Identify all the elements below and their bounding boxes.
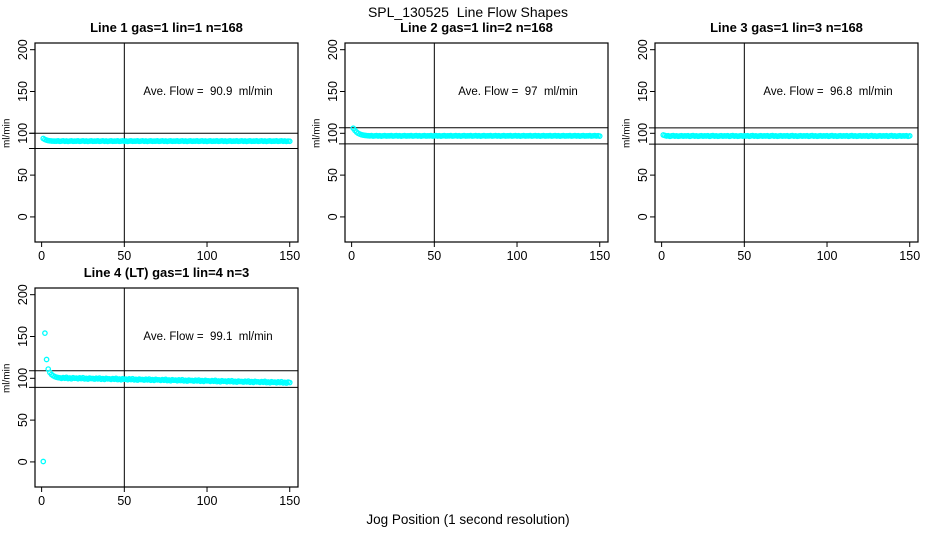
- y-tick-label: 150: [16, 326, 30, 347]
- x-tick-label: 100: [507, 249, 528, 263]
- y-axis-label: ml/min: [2, 119, 13, 148]
- panel-3: 0 50 100 150 0 50 100 150 200 ml/min: [622, 39, 921, 263]
- panel-2: 0 50 100 150 0 50 100 150 200 ml/min: [312, 39, 611, 263]
- x-tick-label: 100: [197, 249, 218, 263]
- data-point: [42, 330, 48, 337]
- y-axis-label: ml/min: [312, 119, 323, 148]
- y-tick-label: 150: [326, 81, 340, 102]
- scatter-points: [40, 135, 293, 145]
- y-tick-label: 200: [16, 284, 30, 305]
- y-tick-label: 50: [16, 168, 30, 182]
- panel4-title: Line 4 (LT) gas=1 lin=4 n=3: [83, 265, 250, 280]
- x-tick-label: 150: [899, 249, 920, 263]
- plot-frame: [34, 287, 299, 488]
- y-tick-label: 50: [16, 413, 30, 427]
- scatter-points: [40, 330, 293, 465]
- panel4-ave-flow-annotation: Ave. Flow = 99.1 ml/min: [143, 331, 273, 343]
- panel-4: 0 50 100 150 0 50 100 150 200 ml/min: [2, 284, 301, 508]
- y-tick-label: 0: [16, 458, 30, 465]
- y-tick-label: 200: [16, 39, 30, 60]
- panel2-ave-flow-annotation: Ave. Flow = 97 ml/min: [458, 86, 578, 98]
- panel-1: 0 50 100 150 0 50 100 150 200 ml/min: [2, 39, 301, 263]
- data-point: [40, 458, 47, 465]
- y-tick-label: 50: [326, 168, 340, 182]
- panel3-ave-flow-annotation: Ave. Flow = 96.8 ml/min: [763, 86, 893, 98]
- data-point: [906, 133, 913, 139]
- plot-frame: [34, 42, 299, 243]
- x-tick-label: 0: [38, 249, 45, 263]
- y-tick-label: 150: [636, 81, 650, 102]
- data-point: [286, 138, 293, 145]
- data-point: [286, 379, 293, 386]
- x-tick-label: 150: [279, 249, 300, 263]
- x-tick-label: 0: [38, 494, 45, 508]
- panel3-title: Line 3 gas=1 lin=3 n=168: [710, 20, 863, 35]
- y-tick-label: 100: [636, 123, 650, 144]
- y-tick-label: 200: [636, 39, 650, 60]
- x-tick-label: 50: [737, 249, 751, 263]
- x-tick-label: 100: [197, 494, 218, 508]
- plot-frame: [654, 42, 919, 243]
- figure-title: SPL_130525 Line Flow Shapes: [367, 4, 569, 20]
- y-tick-label: 100: [326, 123, 340, 144]
- x-tick-label: 150: [279, 494, 300, 508]
- panel1-ave-flow-annotation: Ave. Flow = 90.9 ml/min: [143, 86, 273, 98]
- scatter-points: [660, 132, 913, 140]
- y-tick-label: 100: [16, 123, 30, 144]
- x-tick-label: 100: [817, 249, 838, 263]
- y-axis-label: ml/min: [622, 119, 633, 148]
- y-tick-label: 0: [326, 213, 340, 220]
- scatter-points: [350, 125, 603, 139]
- data-point: [43, 356, 50, 363]
- panel1-title: Line 1 gas=1 lin=1 n=168: [90, 20, 243, 35]
- y-tick-label: 0: [636, 213, 650, 220]
- panel2-title: Line 2 gas=1 lin=2 n=168: [400, 20, 553, 35]
- y-tick-label: 50: [636, 168, 650, 182]
- y-axis-label: ml/min: [2, 364, 13, 393]
- y-tick-label: 0: [16, 213, 30, 220]
- x-tick-label: 50: [117, 494, 131, 508]
- x-tick-label: 50: [427, 249, 441, 263]
- data-point: [596, 133, 603, 139]
- x-tick-label: 0: [658, 249, 665, 263]
- y-tick-label: 200: [326, 39, 340, 60]
- x-tick-label: 150: [589, 249, 610, 263]
- y-tick-label: 100: [16, 368, 30, 389]
- x-tick-label: 0: [348, 249, 355, 263]
- figure-x-axis-label: Jog Position (1 second resolution): [366, 512, 570, 527]
- plot-frame: [344, 42, 609, 243]
- y-tick-label: 150: [16, 81, 30, 102]
- x-tick-label: 50: [117, 249, 131, 263]
